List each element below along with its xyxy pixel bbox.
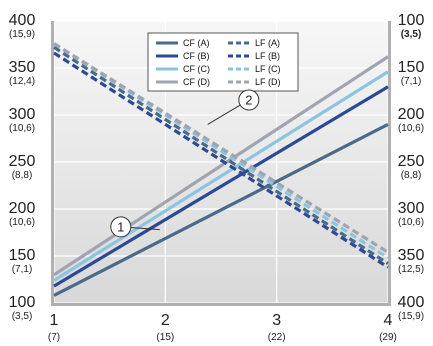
annotations: 12 bbox=[110, 89, 260, 238]
axes bbox=[51, 21, 391, 306]
x-tick-label: 2 bbox=[161, 312, 170, 329]
right-tick-sublabel: (8,8) bbox=[401, 170, 422, 181]
x-tick-sublabel: (15) bbox=[156, 332, 174, 343]
legend-label: LF (B) bbox=[255, 51, 280, 61]
legend-label: LF (A) bbox=[255, 38, 280, 48]
left-tick-label: 100 bbox=[9, 294, 36, 311]
callout-label: 1 bbox=[117, 219, 124, 234]
series-line-lf-b bbox=[53, 51, 389, 269]
x-tick-label: 3 bbox=[272, 312, 281, 329]
left-tick-sublabel: (7,1) bbox=[12, 264, 33, 275]
legend-label: CF (C) bbox=[183, 64, 210, 74]
right-tick-sublabel: (15,9) bbox=[398, 311, 424, 322]
right-tick-label: 100 bbox=[398, 12, 425, 29]
series-line-cf-c bbox=[53, 70, 389, 282]
right-tick-label: 350 bbox=[398, 247, 425, 264]
left-tick-sublabel: (10,6) bbox=[9, 217, 35, 228]
right-tick-label: 400 bbox=[398, 294, 425, 311]
x-tick-label: 1 bbox=[50, 312, 59, 329]
series-line-cf-b bbox=[53, 85, 389, 288]
right-tick-sublabel: (10,6) bbox=[398, 217, 424, 228]
left-tick-label: 250 bbox=[9, 153, 36, 170]
right-tick-label: 150 bbox=[398, 59, 425, 76]
left-tick-sublabel: (12,4) bbox=[9, 76, 35, 87]
series-line-lf-a bbox=[53, 45, 389, 265]
legend-label: CF (B) bbox=[183, 51, 210, 61]
legend: CF (A) LF (A) CF (B) LF (B) CF (C) LF (C) CF (… bbox=[147, 32, 299, 92]
legend-label: LF (D) bbox=[255, 77, 281, 87]
right-tick-label: 200 bbox=[398, 106, 425, 123]
right-tick-sublabel: (3,5) bbox=[401, 29, 422, 40]
left-tick-label: 150 bbox=[9, 247, 36, 264]
legend-label: LF (C) bbox=[255, 64, 281, 74]
left-tick-label: 350 bbox=[9, 59, 36, 76]
right-axis-line bbox=[388, 21, 391, 303]
left-axis-line bbox=[51, 21, 54, 303]
x-tick-sublabel: (22) bbox=[268, 332, 286, 343]
legend-label: CF (A) bbox=[183, 38, 210, 48]
x-tick-sublabel: (29) bbox=[379, 332, 397, 343]
series-group bbox=[53, 42, 389, 297]
right-tick-sublabel: (10,6) bbox=[398, 123, 424, 134]
left-tick-label: 200 bbox=[9, 200, 36, 217]
x-tick-sublabel: (7) bbox=[48, 332, 60, 343]
x-tick-label: 4 bbox=[384, 312, 393, 329]
left-tick-label: 400 bbox=[9, 12, 36, 29]
left-tick-sublabel: (8,8) bbox=[12, 170, 33, 181]
series-line-cf-a bbox=[53, 122, 389, 297]
series-line-cf-d bbox=[53, 55, 389, 277]
right-tick-sublabel: (7,1) bbox=[401, 76, 422, 87]
bottom-axis-line bbox=[51, 303, 391, 306]
left-tick-sublabel: (3,5) bbox=[12, 311, 33, 322]
callout-label: 2 bbox=[245, 92, 252, 107]
left-tick-label: 300 bbox=[9, 106, 36, 123]
left-tick-sublabel: (10,6) bbox=[9, 123, 35, 134]
right-tick-sublabel: (12,5) bbox=[398, 264, 424, 275]
right-tick-label: 300 bbox=[398, 200, 425, 217]
callout-circle bbox=[238, 89, 260, 111]
right-tick-label: 250 bbox=[398, 153, 425, 170]
legend-label: CF (D) bbox=[183, 77, 210, 87]
callout-circle bbox=[110, 216, 132, 238]
left-tick-sublabel: (15,9) bbox=[9, 29, 35, 40]
tick-labels: 400(15,9)350(12,4)300(10,6)250(8,8)200(1… bbox=[9, 12, 425, 343]
